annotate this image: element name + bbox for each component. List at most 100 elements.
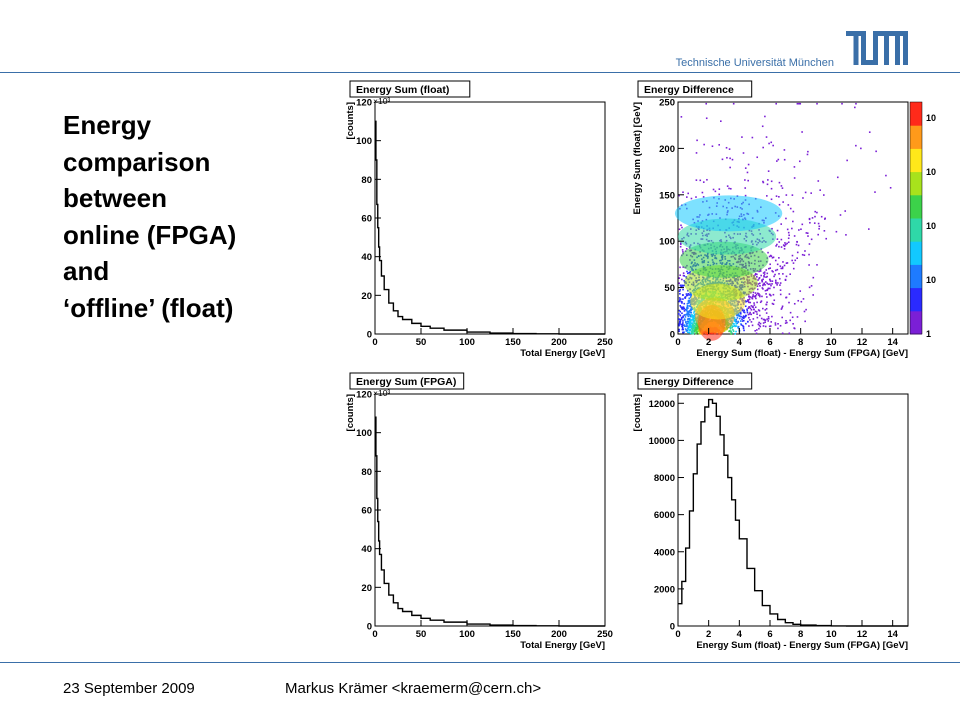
heatmap-cell [764, 284, 766, 286]
heatmap-cell [692, 332, 695, 335]
title-line: and [63, 256, 110, 286]
heatmap-cell [692, 319, 695, 322]
heatmap-cell [694, 329, 697, 332]
heatmap-cell [791, 254, 794, 257]
y-tick-label: 40 [361, 544, 372, 555]
heatmap-cell [678, 297, 681, 299]
y-tick-label: 120 [356, 390, 372, 401]
heatmap-cell [780, 246, 783, 248]
y-exponent-label: ×10³ [373, 96, 390, 106]
heatmap-cell [689, 308, 692, 310]
heatmap-cell [777, 158, 780, 161]
heatmap-cell [748, 316, 750, 319]
x-tick-label: 10 [826, 337, 837, 348]
heatmap-cell [682, 191, 684, 194]
heatmap-cell [778, 277, 781, 280]
heatmap-cell [761, 125, 764, 128]
heatmap-cell [768, 293, 771, 296]
heatmap-cell [678, 328, 680, 331]
x-tick-label: 0 [372, 629, 377, 640]
heatmap-cell [718, 193, 721, 196]
x-tick-label: 0 [675, 337, 680, 348]
heatmap-cell [740, 315, 742, 318]
heatmap-cell [689, 305, 692, 308]
heatmap-cell [688, 297, 691, 300]
heatmap-cell [819, 189, 821, 191]
heatmap-cell [797, 244, 800, 247]
heatmap-cell [686, 329, 689, 332]
heatmap-cell [693, 329, 695, 332]
heatmap-cell [702, 181, 705, 183]
heatmap-cell [685, 329, 688, 331]
colorbar-label: 10 [926, 113, 936, 123]
heatmap-cell [691, 315, 694, 318]
heatmap-cell [685, 325, 688, 327]
heatmap-cell [688, 294, 691, 296]
heatmap-cell [785, 275, 788, 278]
heatmap-cell [687, 192, 690, 195]
heatmap-cell [728, 330, 730, 333]
y-tick-label: 150 [659, 190, 675, 201]
heatmap-cell [758, 294, 761, 296]
heatmap-cell [686, 306, 689, 308]
colorbar-segment [910, 310, 922, 335]
heatmap-cell [791, 259, 793, 262]
heatmap-cell [736, 322, 739, 325]
y-tick-label: 0 [670, 622, 675, 633]
heatmap-cell [791, 227, 793, 230]
heatmap-cell [692, 315, 695, 318]
heatmap-cell [684, 296, 686, 299]
x-tick-label: 12 [857, 629, 868, 640]
heatmap-cell [759, 314, 761, 317]
heatmap-cell [748, 306, 750, 308]
heatmap-cell [763, 271, 766, 273]
heatmap-cell [768, 255, 771, 258]
heatmap-cell [750, 305, 753, 307]
heatmap-cell [785, 296, 788, 299]
header-rule [0, 72, 960, 73]
heatmap-cell [770, 180, 773, 183]
heatmap-cell [764, 325, 767, 328]
university-name: Technische Universität München [675, 57, 834, 69]
heatmap-cell [803, 254, 806, 257]
heatmap-cell [686, 196, 688, 198]
x-tick-label: 200 [551, 629, 567, 640]
heatmap-cell [794, 259, 797, 262]
heatmap-cell [682, 308, 684, 310]
heatmap-cell [789, 207, 792, 210]
heatmap-cell [756, 288, 759, 291]
heatmap-cell [682, 266, 685, 268]
heatmap-cell [683, 284, 685, 287]
x-tick-label: 250 [597, 337, 613, 348]
heatmap-cell [742, 152, 745, 154]
heatmap-cell [746, 321, 749, 323]
heatmap-cell [788, 332, 791, 335]
heatmap-cell [684, 325, 686, 328]
heatmap-cell [782, 261, 784, 263]
heatmap-cell [817, 233, 819, 236]
x-tick-label: 250 [597, 629, 613, 640]
footer-author: Markus Krämer <kraemerm@cern.ch> [285, 680, 542, 697]
heatmap-cell [755, 293, 758, 296]
heatmap-cell [696, 328, 699, 331]
heatmap-cell [731, 326, 734, 329]
heatmap-cell [778, 257, 780, 259]
heatmap-cell [844, 210, 847, 212]
heatmap-cell [811, 217, 814, 219]
heatmap-cell [766, 296, 768, 298]
heatmap-cell [759, 282, 761, 285]
heatmap-cell [767, 287, 770, 290]
heatmap-cell [680, 285, 682, 288]
heatmap-cell [762, 307, 764, 310]
heatmap-cell [786, 262, 789, 264]
heatmap-cell [679, 310, 682, 313]
heatmap-cell [746, 308, 748, 311]
energy-difference-histogram: Energy Difference 0 2 4 6 8 10 12 14 0 2000 4000 600… [632, 372, 909, 651]
heatmap-cell [756, 273, 758, 276]
heatmap-cell [697, 327, 700, 330]
heatmap-cell [683, 310, 686, 312]
heatmap-cell [763, 318, 766, 321]
heatmap-cell [695, 152, 698, 154]
heatmap-cell [766, 289, 768, 292]
heatmap-cell [771, 283, 773, 285]
